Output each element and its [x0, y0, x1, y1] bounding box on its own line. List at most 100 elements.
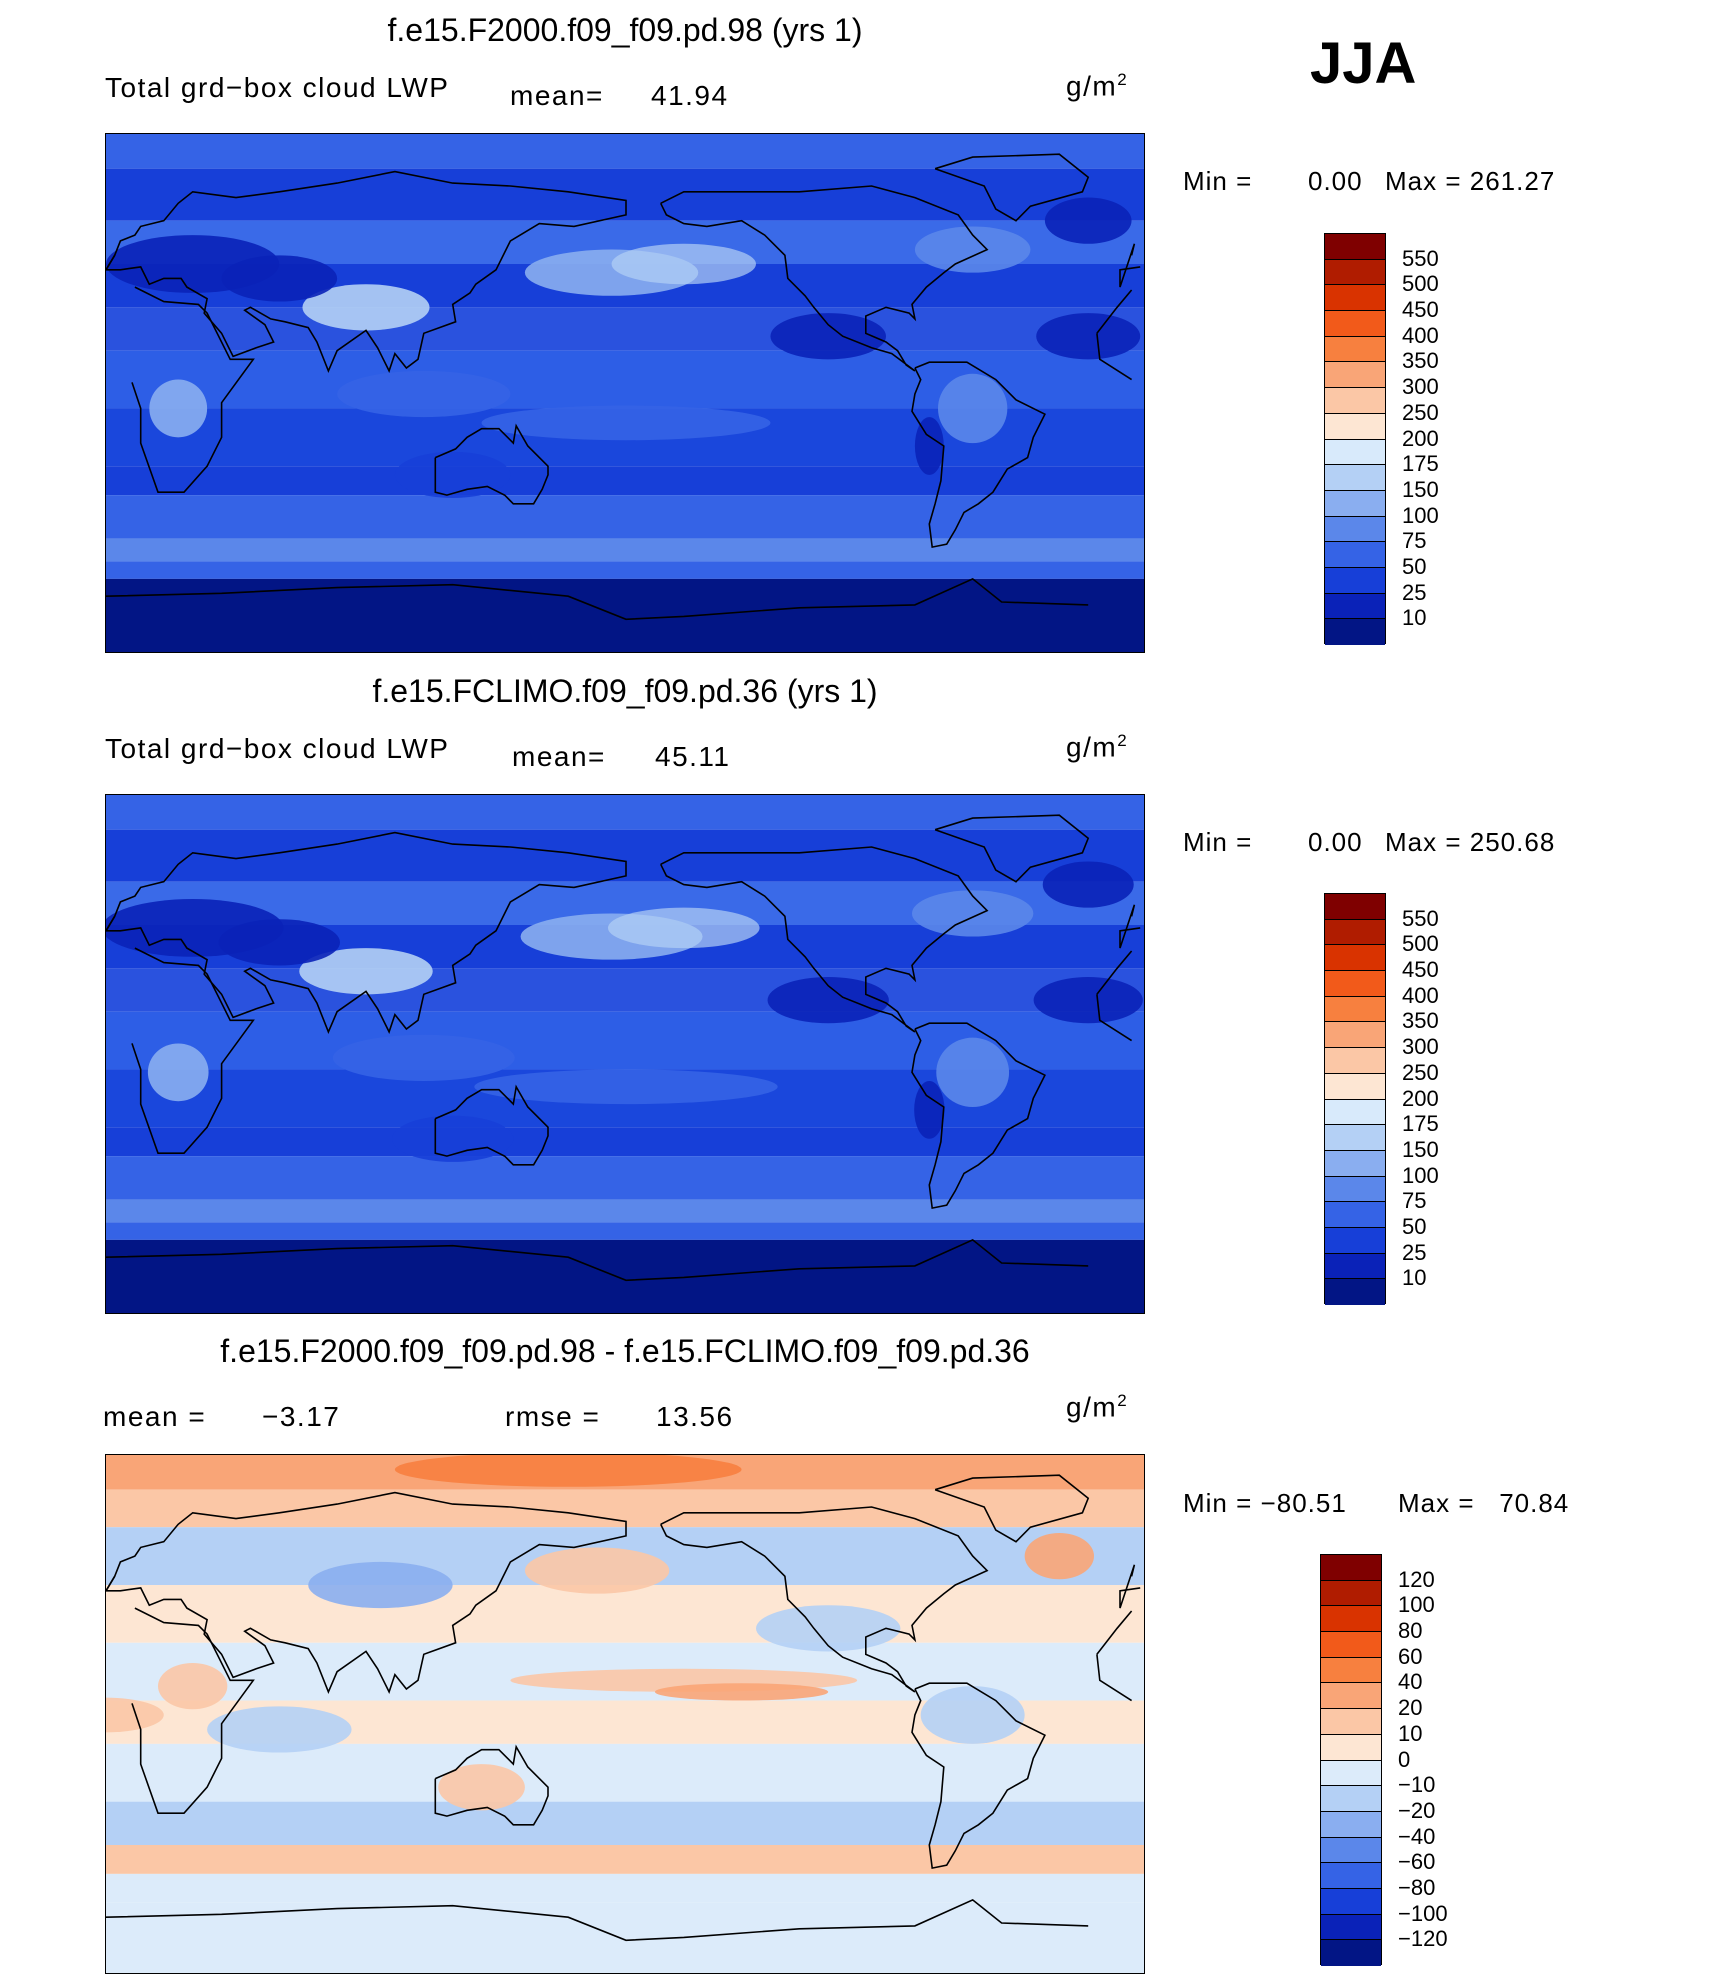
field-blob	[611, 243, 756, 285]
colorbar-swatch	[1325, 311, 1385, 337]
colorbar-swatch	[1321, 1760, 1381, 1787]
panel-mid-max-value: 250.68	[1469, 827, 1556, 857]
colorbar-tick-label: −100	[1398, 1900, 1448, 1926]
field-blob	[767, 977, 889, 1024]
field-blob	[308, 1561, 453, 1609]
panel-top-mean-value: 41.94	[651, 80, 729, 111]
latitude-band	[106, 1127, 1144, 1157]
colorbar-tick-label: 50	[1402, 1213, 1427, 1239]
latitude-band	[106, 495, 1144, 539]
field-blob	[1044, 197, 1132, 244]
coastline	[659, 1506, 989, 1693]
panel-mid-title: f.e15.FCLIMO.f09_f09.pd.36 (yrs 1)	[372, 673, 878, 709]
coastline	[131, 1607, 1133, 1814]
latitude-band	[106, 1222, 1144, 1240]
field-blob	[770, 313, 886, 360]
coastline	[934, 153, 1090, 222]
colorbar-swatch	[1325, 1176, 1385, 1203]
colorbar-tick-label: 400	[1402, 322, 1439, 348]
colorbar-tick-label: 0	[1398, 1746, 1411, 1772]
colorbar-swatch	[1325, 1150, 1385, 1177]
colorbar-tick-label: −10	[1398, 1772, 1436, 1798]
panel-mid-units: g/m2	[1066, 731, 1127, 763]
colorbar-tick-label: 100	[1398, 1592, 1435, 1618]
colorbar-swatch	[1325, 1099, 1385, 1126]
colorbar-tick-label: 150	[1402, 1136, 1439, 1162]
colorbar-tick-label: 300	[1402, 1034, 1439, 1060]
colorbar-swatch	[1325, 336, 1385, 363]
colorbar-swatch	[1325, 542, 1385, 568]
field-blob	[332, 1034, 515, 1081]
panel-mid-max: Max = 250.68	[1385, 827, 1556, 857]
field-blob	[914, 1081, 945, 1139]
panel-top-mean-label: mean=	[510, 80, 604, 111]
panel-top-min: Min =	[1183, 166, 1253, 196]
coastline	[131, 947, 1133, 1154]
coastline	[106, 831, 627, 1034]
field-blob	[158, 1663, 228, 1710]
colorbar-swatch	[1325, 234, 1385, 260]
colorbar-swatch	[1325, 1073, 1385, 1100]
field-blob	[914, 226, 1031, 273]
coastline	[106, 1898, 1089, 1942]
latitude-band	[106, 1845, 1144, 1874]
colorbar-tick-label: 200	[1402, 425, 1439, 451]
colorbar-swatch	[1325, 1048, 1385, 1074]
colorbar-tick-label: 120	[1398, 1566, 1435, 1592]
coastline	[106, 243, 1141, 288]
latitude-band	[106, 1239, 1144, 1313]
latitude-band	[106, 795, 1144, 830]
map-field-svg	[106, 795, 1144, 1313]
coastline	[131, 286, 1133, 493]
colorbar-swatch	[1321, 1632, 1381, 1658]
latitude-band	[106, 134, 1144, 169]
colorbar-swatch	[1325, 894, 1385, 920]
panel-top-min-value: 0.00	[1308, 166, 1363, 196]
field-blob	[1024, 1533, 1094, 1580]
colorbar-tick-label: 175	[1402, 1111, 1439, 1137]
colorbar-tick-label: −80	[1398, 1874, 1436, 1900]
coastline	[434, 1084, 549, 1166]
colorbar-swatch	[1325, 945, 1385, 972]
panel-diff-map	[105, 1454, 1145, 1974]
field-blob	[394, 1455, 742, 1487]
colorbar-tick-label: 350	[1402, 1008, 1439, 1034]
colorbar-swatch	[1325, 971, 1385, 997]
colorbar-tick-label: 450	[1402, 297, 1439, 323]
latitude-band	[106, 578, 1144, 652]
field-blob	[147, 1043, 209, 1102]
colorbar-tick-label: 450	[1402, 957, 1439, 983]
panel-top-units: g/m2	[1066, 70, 1127, 102]
colorbar-swatch	[1321, 1811, 1381, 1838]
panel-top-colorbar	[1324, 233, 1386, 645]
coastline	[106, 1491, 627, 1694]
coastline	[934, 814, 1090, 883]
colorbar-tick-label: 350	[1402, 348, 1439, 374]
map-field-svg	[106, 1455, 1144, 1973]
colorbar-swatch	[1321, 1888, 1381, 1915]
season-label: JJA	[1310, 31, 1417, 96]
colorbar-tick-label: 20	[1398, 1695, 1423, 1721]
colorbar-tick-label: 25	[1402, 579, 1427, 605]
field-blob	[474, 1069, 778, 1105]
field-blob	[1036, 313, 1141, 360]
coastline	[434, 1744, 549, 1826]
colorbar-swatch	[1325, 919, 1385, 946]
colorbar-swatch	[1321, 1837, 1381, 1864]
colorbar-tick-label: 550	[1402, 245, 1439, 271]
panel-diff-mean-value: −3.17	[262, 1401, 341, 1432]
colorbar-swatch	[1325, 439, 1385, 466]
colorbar-swatch	[1321, 1914, 1381, 1941]
colorbar-swatch	[1325, 1227, 1385, 1254]
latitude-band	[106, 1743, 1144, 1802]
latitude-band	[106, 538, 1144, 562]
latitude-band	[106, 1156, 1144, 1200]
colorbar-swatch	[1321, 1709, 1381, 1735]
colorbar-tick-label: 75	[1402, 1188, 1427, 1214]
colorbar-tick-label: 250	[1402, 1059, 1439, 1085]
panel-diff-max-value: 70.84	[1499, 1488, 1570, 1518]
colorbar-swatch	[1325, 1202, 1385, 1228]
panel-diff-rmse-value: 13.56	[656, 1401, 734, 1432]
latitude-band	[106, 1199, 1144, 1223]
field-blob	[299, 948, 433, 995]
